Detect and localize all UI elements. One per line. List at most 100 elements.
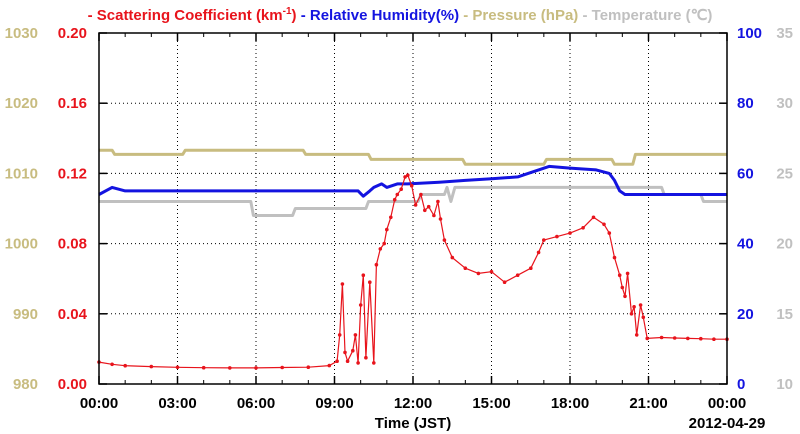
- y-tick-label-pressure: 980: [13, 376, 38, 393]
- y-tick-label-humidity: 0: [737, 376, 745, 393]
- y-tick-label-pressure: 1030: [5, 25, 38, 42]
- data-point-scattering: [413, 203, 418, 207]
- legend-marker: -: [88, 7, 97, 24]
- x-tick-label: 06:00: [237, 395, 275, 412]
- y-tick-label-humidity: 100: [737, 25, 762, 42]
- data-point-scattering: [442, 238, 447, 242]
- data-point-scattering: [555, 234, 559, 239]
- y-tick-label-pressure: 1010: [5, 165, 38, 182]
- data-point-scattering: [343, 350, 347, 355]
- date-label: 2012-04-29: [689, 415, 766, 432]
- data-point-scattering: [591, 215, 596, 220]
- data-point-scattering: [699, 336, 703, 341]
- data-point-scattering: [337, 333, 342, 337]
- data-point-scattering: [438, 217, 443, 221]
- data-point-scattering: [228, 366, 232, 370]
- legend-marker: -: [297, 7, 310, 24]
- legend-label-pressure: Pressure (hPa): [472, 7, 578, 24]
- data-point-scattering: [712, 337, 716, 342]
- legend-superscript: -1: [283, 6, 292, 17]
- y-tick-label-humidity: 60: [737, 165, 754, 182]
- data-point-scattering: [672, 336, 677, 340]
- data-point-scattering: [368, 280, 372, 285]
- data-point-scattering: [175, 365, 180, 370]
- data-point-scattering: [632, 305, 636, 309]
- series-line-scattering: [98, 174, 727, 369]
- data-point-scattering: [629, 312, 634, 316]
- y-tick-label-temperature: 30: [776, 95, 793, 112]
- y-tick-label-pressure: 1000: [5, 236, 38, 253]
- data-point-scattering: [382, 241, 387, 246]
- data-point-scattering: [432, 213, 436, 218]
- legend-label-humidity: Relative Humidity(%): [310, 7, 459, 24]
- legend-label-temperature: Temperature (℃): [592, 7, 713, 24]
- data-point-scattering: [529, 266, 533, 271]
- data-point-scattering: [280, 365, 285, 370]
- data-point-scattering: [399, 187, 404, 191]
- data-point-scattering: [489, 269, 494, 274]
- data-point-scattering: [542, 238, 546, 242]
- data-point-scattering: [450, 255, 455, 260]
- x-tick-label: 18:00: [551, 395, 589, 412]
- x-tick-label: 03:00: [158, 395, 196, 412]
- y-tick-label-temperature: 20: [776, 236, 793, 253]
- x-tick-label: 00:00: [80, 395, 118, 412]
- data-point-scattering: [306, 365, 311, 370]
- series-line-humidity: [98, 164, 727, 198]
- y-tick-label-scattering: 0.12: [58, 165, 87, 182]
- data-point-scattering: [358, 303, 363, 307]
- data-point-scattering: [406, 173, 410, 177]
- data-point-scattering: [419, 192, 423, 197]
- y-tick-label-humidity: 80: [737, 95, 754, 112]
- data-point-scattering: [123, 363, 127, 368]
- data-point-scattering: [634, 333, 639, 337]
- data-point-scattering: [686, 336, 690, 341]
- data-point-scattering: [149, 364, 154, 369]
- data-point-scattering: [201, 365, 206, 370]
- data-point-scattering: [345, 359, 350, 364]
- y-tick-label-pressure: 990: [13, 306, 38, 323]
- y-tick-label-scattering: 0.04: [58, 306, 88, 323]
- legend-label-end: ): [292, 7, 297, 24]
- data-point-scattering: [638, 303, 643, 307]
- data-point-scattering: [436, 199, 440, 204]
- data-point-scattering: [374, 262, 379, 267]
- data-point-scattering: [463, 266, 468, 271]
- data-point-scattering: [426, 204, 431, 209]
- data-point-scattering: [385, 227, 389, 232]
- data-point-scattering: [335, 359, 339, 364]
- data-point-scattering: [515, 273, 520, 278]
- series-scattering: [97, 173, 729, 370]
- x-tick-label: 21:00: [629, 395, 667, 412]
- x-tick-label: 15:00: [472, 395, 510, 412]
- grid-lines: [99, 33, 727, 384]
- data-point-scattering: [389, 215, 393, 220]
- y-tick-label-temperature: 15: [776, 306, 793, 323]
- data-point-scattering: [423, 208, 427, 213]
- data-point-scattering: [620, 285, 625, 290]
- data-point-scattering: [641, 315, 646, 320]
- y-tick-label-temperature: 35: [776, 25, 793, 42]
- legend-marker: -: [459, 7, 472, 24]
- series-line-pressure: [99, 148, 727, 166]
- data-point-scattering: [617, 273, 622, 278]
- data-point-scattering: [327, 363, 332, 368]
- y-tick-label-scattering: 0.16: [58, 95, 87, 112]
- legend-row: - Scattering Coefficient (km-1) - Relati…: [88, 6, 713, 24]
- y-tick-label-scattering: 0.20: [58, 25, 87, 42]
- data-point-scattering: [403, 175, 407, 179]
- legend-label-scattering: Scattering Coefficient (km: [97, 7, 283, 24]
- data-point-scattering: [340, 282, 345, 286]
- data-point-scattering: [625, 271, 630, 276]
- tick-marks: [98, 32, 728, 385]
- data-point-scattering: [502, 280, 507, 285]
- data-point-scattering: [372, 361, 376, 365]
- y-tick-label-pressure: 1020: [5, 95, 38, 112]
- x-tick-label: 09:00: [315, 395, 353, 412]
- data-point-scattering: [645, 336, 649, 341]
- data-point-scattering: [607, 231, 612, 235]
- data-point-scattering: [536, 250, 541, 255]
- data-point-scattering: [612, 255, 617, 260]
